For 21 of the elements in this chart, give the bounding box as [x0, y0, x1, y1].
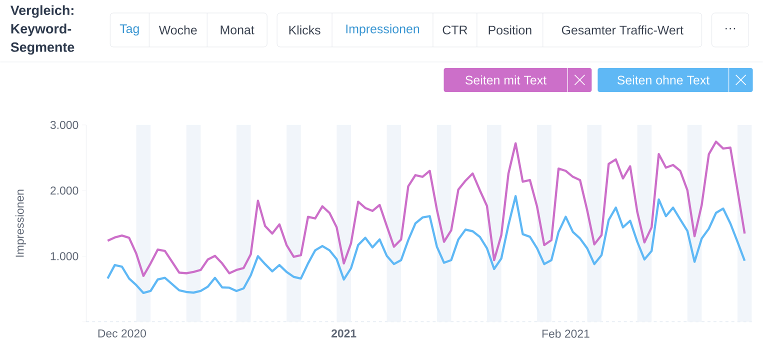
text: Woche — [158, 26, 197, 35]
text: Seiten ohne Text — [617, 75, 710, 85]
text: ··· — [726, 28, 736, 30]
text: Gesamter Traffic-Wert — [562, 26, 684, 35]
x-tick-label: Dec 2020 — [98, 329, 146, 338]
text: Position — [488, 26, 532, 35]
y-tick-label: 3.000 — [50, 120, 78, 130]
line-series — [106, 140, 746, 278]
y-tick-label: 2.000 — [50, 186, 78, 195]
text: Monat — [220, 26, 254, 34]
text: Seiten mit Text — [465, 75, 546, 85]
text: Impressionen — [346, 24, 420, 36]
y-tick-label: 1.000 — [50, 252, 78, 260]
x-tick-label: Feb 2021 — [542, 329, 590, 338]
text: Klicks — [289, 26, 320, 35]
text: CTR — [442, 26, 468, 34]
line-series — [106, 195, 746, 294]
y-axis-title: Impressionen — [15, 190, 26, 257]
x-tick-label: 2021 — [331, 329, 356, 338]
text: Tag — [120, 24, 139, 36]
chart-title: Vergleich: Keyword-Segmente — [10, 5, 74, 55]
